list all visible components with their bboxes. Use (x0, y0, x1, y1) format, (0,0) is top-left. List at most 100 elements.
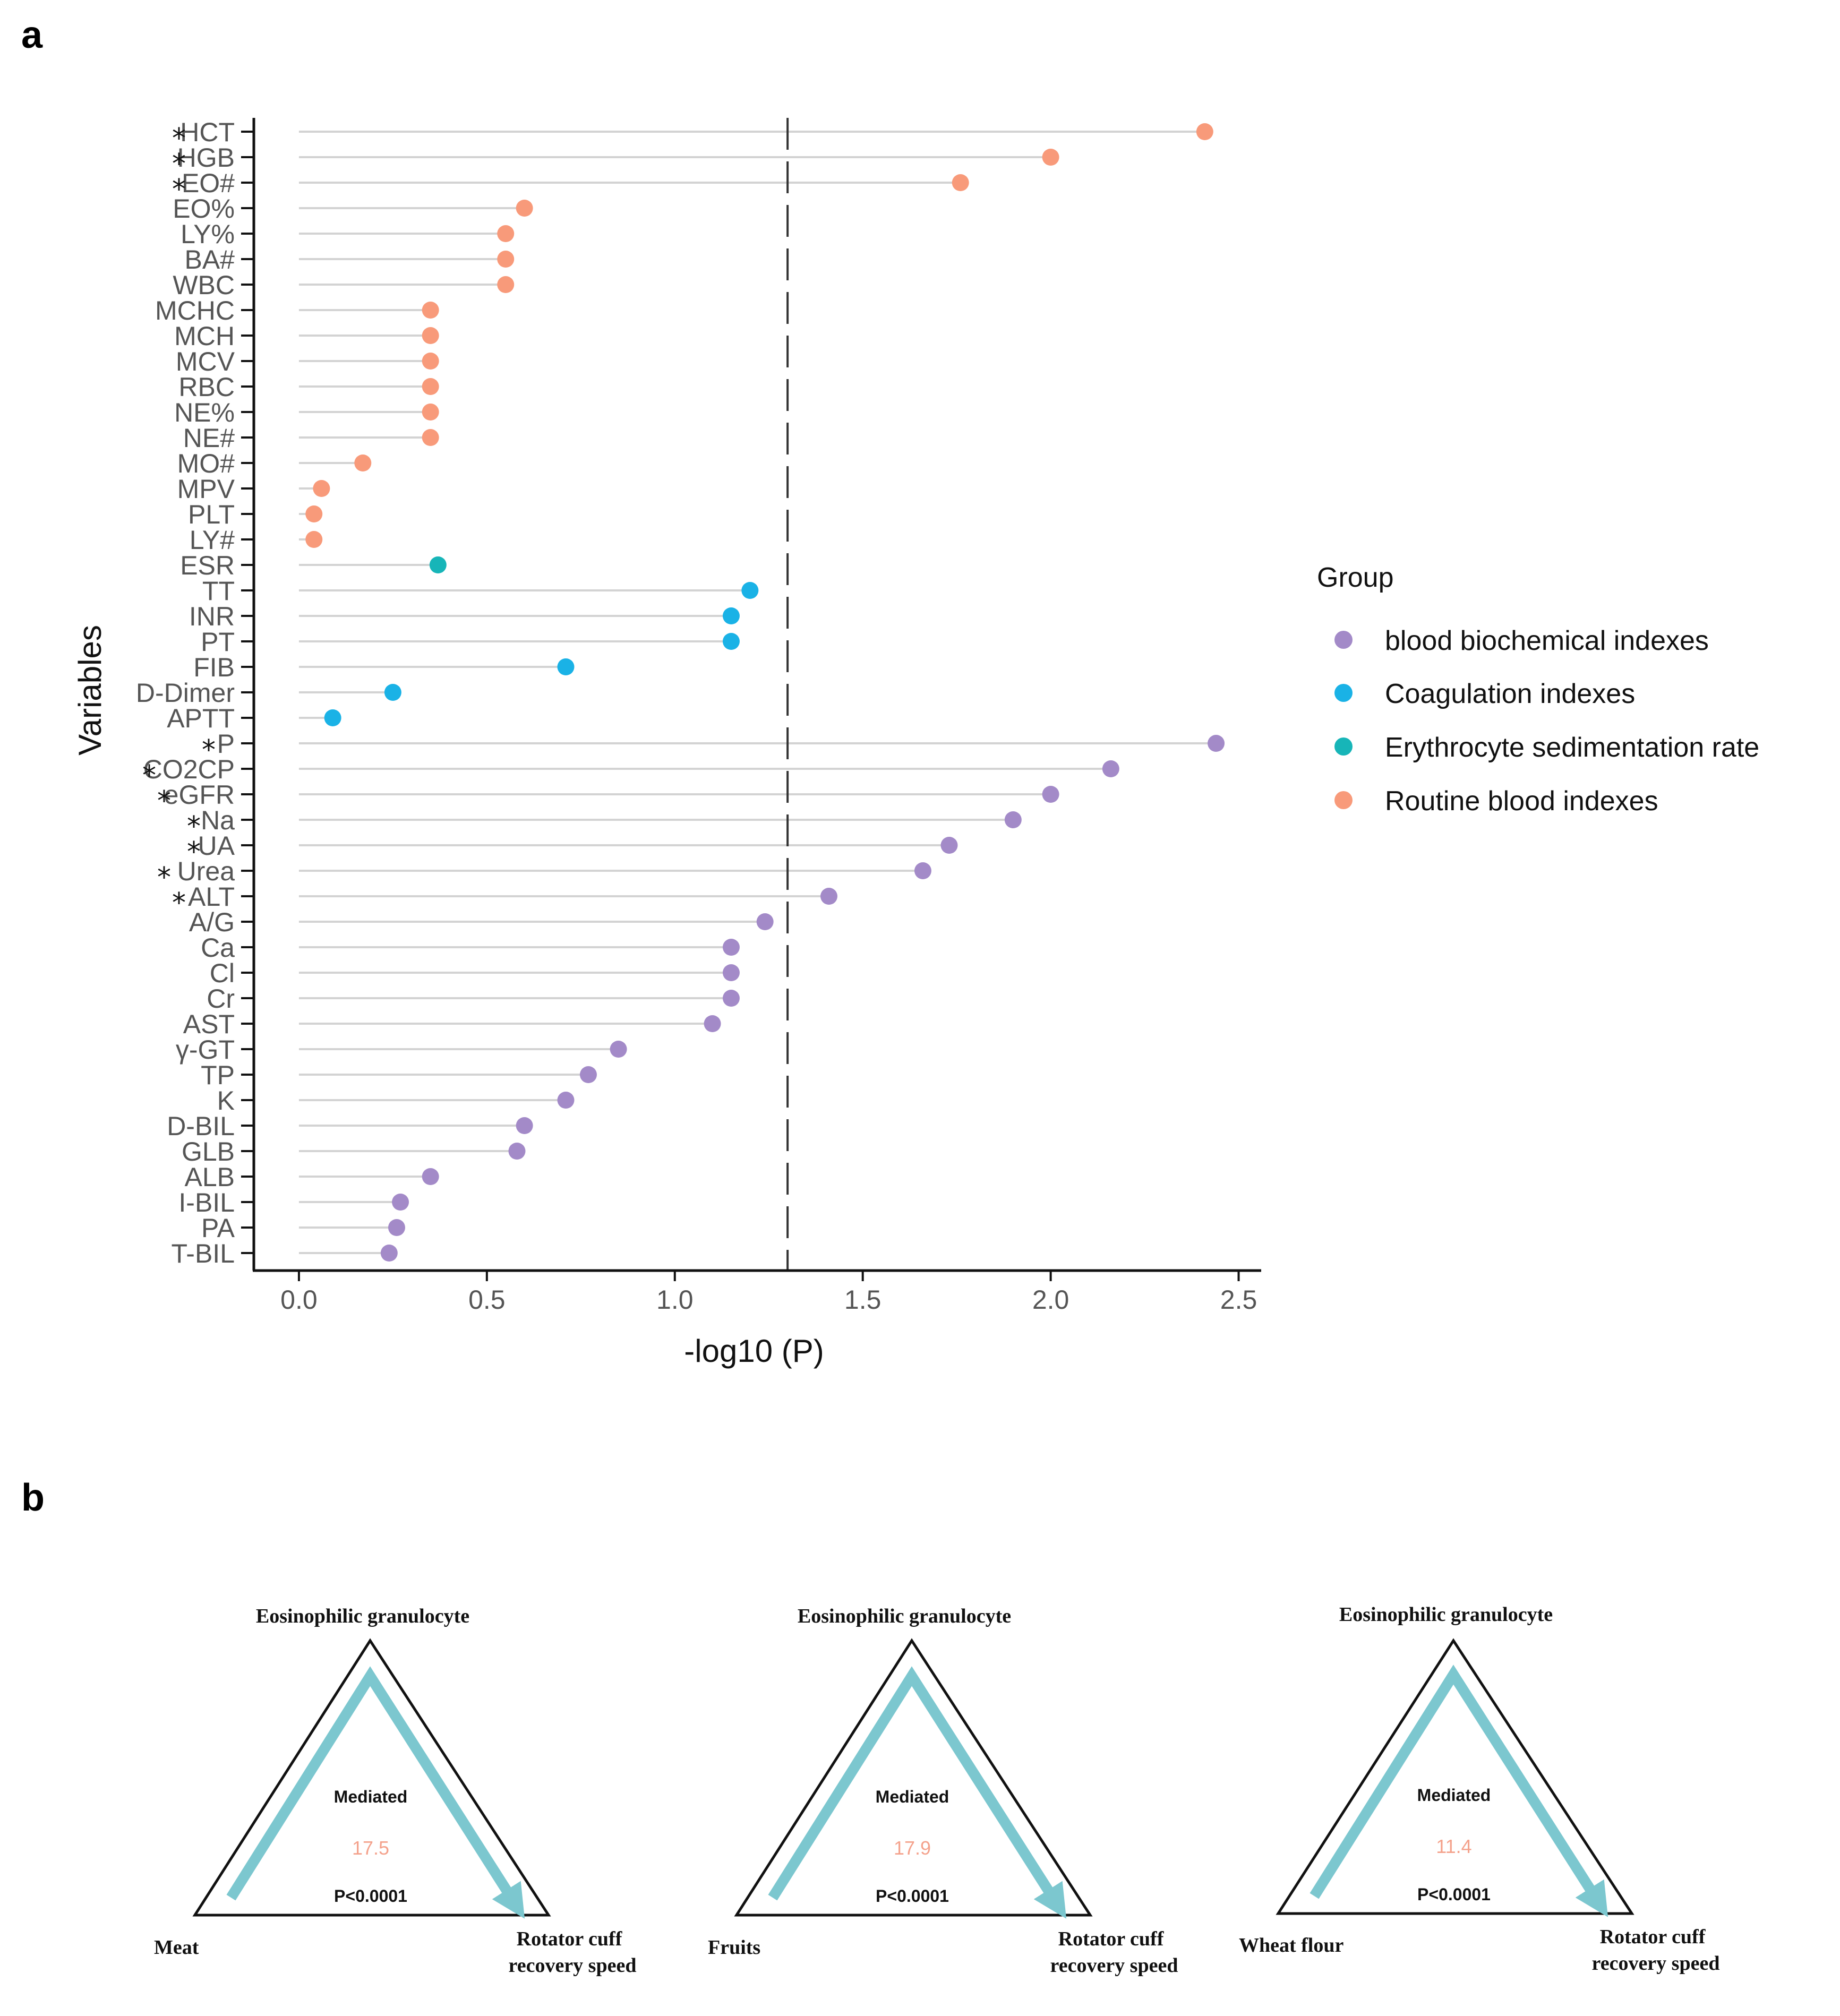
right-node-label-line2: recovery speed (1050, 1954, 1178, 1977)
axes (252, 118, 1261, 1272)
legend-swatch-coagulation (1334, 684, 1353, 702)
point-Ca (722, 939, 740, 956)
x-tick-label: 1.0 (656, 1285, 694, 1315)
y-tick-label: MPV (177, 474, 235, 504)
mediation-triangle-meat: Eosinophilic granulocyte Meat Rotator cu… (154, 1605, 636, 1977)
mediated-label: Mediated (1417, 1786, 1491, 1805)
significance-star: * (157, 862, 171, 894)
point-CO2CP (1102, 760, 1119, 777)
y-tick-label: eGFR (164, 780, 235, 810)
y-tick-label: PT (201, 627, 235, 657)
y-tick-label: D-BIL (167, 1111, 235, 1141)
y-tick-label: AST (183, 1009, 235, 1039)
legend-label-coagulation: Coagulation indexes (1385, 679, 1635, 709)
significance-star: * (172, 148, 186, 180)
point-ALT (820, 888, 837, 905)
point-EO% (516, 200, 533, 217)
point-PA (388, 1219, 405, 1236)
top-node-label: Eosinophilic granulocyte (1339, 1603, 1553, 1626)
y-tick-label: LY% (181, 219, 235, 249)
triangle-outline (192, 1638, 551, 1917)
y-tick-label: RBC (178, 372, 235, 402)
point-ALB (422, 1168, 439, 1185)
stems-layer (298, 131, 1217, 1254)
point-INR (722, 607, 740, 624)
mediation-triangle-wheat-flour: Eosinophilic granulocyte Wheat flour Rot… (1239, 1603, 1719, 1975)
x-axis-title: -log10 (P) (684, 1333, 824, 1369)
point-D-BIL (516, 1117, 533, 1134)
y-tick-label: Ca (201, 933, 235, 963)
legend-swatch-routine (1334, 791, 1353, 809)
y-tick-label: WBC (173, 270, 235, 300)
point-MO# (354, 454, 372, 471)
mediation-arrow (768, 1666, 1067, 1919)
legend-title: Group (1317, 562, 1394, 593)
point-A/G (756, 913, 774, 930)
significance-star: * (142, 760, 156, 792)
panel-label-a: a (21, 14, 43, 56)
y-tick-label: APTT (167, 704, 235, 733)
significance-star: * (172, 123, 186, 155)
mediated-label: Mediated (876, 1787, 949, 1806)
point-T-BIL (380, 1245, 398, 1262)
right-node-label-line1: Rotator cuff (517, 1928, 623, 1950)
y-tick-label: EO# (182, 168, 235, 198)
y-tick-label: ESR (180, 551, 235, 580)
y-tick-label: NE% (174, 398, 235, 427)
mediated-value: 17.5 (352, 1837, 389, 1859)
right-node-label-line1: Rotator cuff (1058, 1928, 1165, 1950)
y-tick-label: TP (201, 1060, 235, 1090)
x-tick-label: 2.0 (1032, 1285, 1069, 1315)
y-tick-label: CO2CP (143, 754, 235, 784)
y-tick-label: T-BIL (172, 1239, 235, 1268)
y-tick-label: MCH (174, 321, 235, 351)
right-node-label-line1: Rotator cuff (1600, 1926, 1706, 1948)
significance-star: * (172, 174, 186, 205)
y-tick-label: P (217, 729, 235, 759)
triangle-outline (734, 1638, 1093, 1917)
x-ticks: 0.0 0.5 1.0 1.5 2.0 2.5 (280, 1271, 1257, 1315)
x-tick-label: 0.0 (280, 1285, 318, 1315)
point-EO# (952, 174, 969, 191)
point-LY% (497, 225, 515, 242)
right-node-label-line2: recovery speed (1592, 1952, 1720, 1975)
point-γ-GT (610, 1041, 627, 1058)
y-tick-label: LY# (190, 525, 235, 555)
panel-label-b: b (21, 1477, 45, 1519)
point-MCHC (422, 302, 439, 319)
point-UA (940, 837, 958, 854)
point-Cr (722, 990, 740, 1007)
mediated-value: 17.9 (894, 1837, 931, 1859)
top-node-label: Eosinophilic granulocyte (256, 1605, 469, 1627)
y-tick-label: I-BIL (178, 1188, 235, 1217)
y-tick-label: HCT (180, 117, 235, 147)
significance-star: * (187, 811, 201, 843)
x-tick-label: 2.5 (1220, 1285, 1257, 1315)
y-tick-label: ALT (188, 882, 235, 912)
point-P (1208, 735, 1225, 752)
point-D-Dimer (384, 684, 401, 701)
point-Urea (914, 862, 931, 879)
point-AST (704, 1015, 721, 1032)
y-tick-label: ALB (184, 1162, 235, 1192)
p-value: P<0.0001 (334, 1886, 407, 1906)
point-ESR (429, 556, 447, 573)
legend-label-biochemical: blood biochemical indexes (1385, 625, 1709, 656)
y-tick-label: MO# (177, 449, 235, 478)
y-tick-label: TT (202, 576, 235, 606)
y-tick-label: K (217, 1086, 235, 1116)
point-MPV (313, 480, 330, 497)
x-tick-label: 1.5 (844, 1285, 882, 1315)
y-tick-label: PLT (188, 500, 235, 529)
significance-star: * (172, 887, 186, 919)
point-RBC (422, 378, 439, 395)
significance-star: * (202, 734, 216, 766)
mediation-triangle-fruits: Eosinophilic granulocyte Fruits Rotator … (708, 1605, 1178, 1977)
p-value: P<0.0001 (1417, 1885, 1491, 1904)
y-tick-label: Cl (210, 958, 235, 988)
point-MCH (422, 327, 439, 344)
top-node-label: Eosinophilic granulocyte (798, 1605, 1011, 1627)
y-tick-label: FIB (193, 653, 235, 682)
mediated-value: 11.4 (1436, 1835, 1471, 1857)
y-tick-label: GLB (182, 1137, 235, 1166)
